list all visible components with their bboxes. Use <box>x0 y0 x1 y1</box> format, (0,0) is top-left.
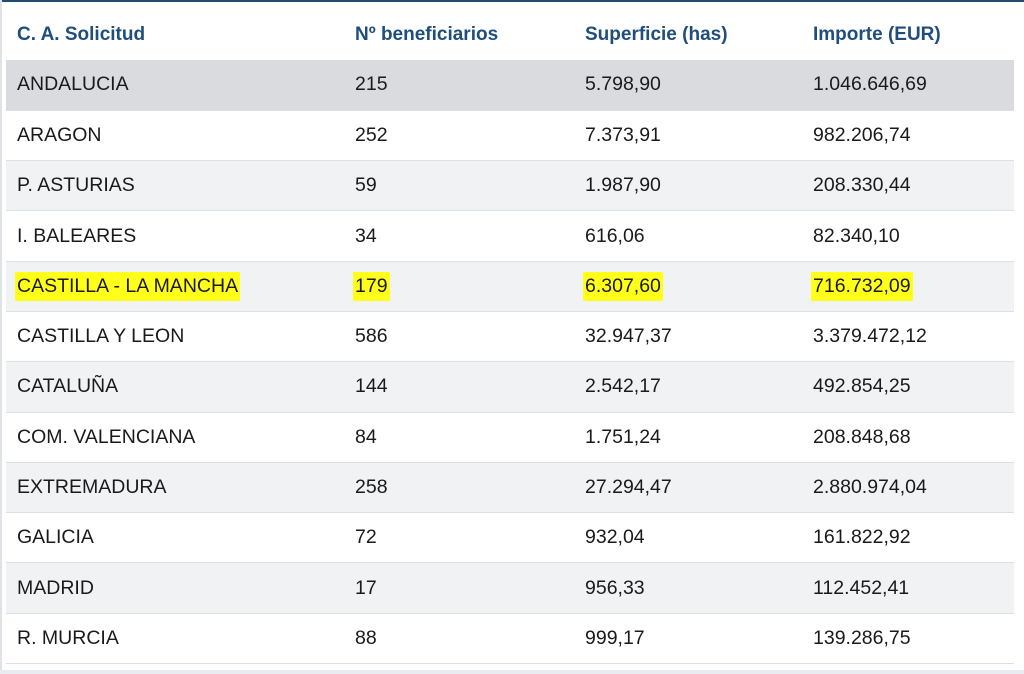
cell-area: 956,33 <box>574 562 802 614</box>
cell-beneficiaries: 215 <box>344 60 574 111</box>
highlighted-value: 6.307,60 <box>583 271 663 301</box>
table-row: ARAGON 252 7.373,91 982.206,74 <box>6 110 1014 162</box>
cell-region: CASTILLA Y LEON <box>6 311 344 363</box>
cell-area: 932,04 <box>574 512 802 564</box>
column-header-amount: Importe (EUR) <box>813 24 941 45</box>
cell-region: ARAGON <box>6 110 344 162</box>
cell-region: I. BALEARES <box>6 210 344 262</box>
table-row: EXTREMADURA 258 27.294,47 2.880.974,04 <box>6 462 1014 514</box>
cell-amount: 208.848,68 <box>802 412 1014 463</box>
table-row: CATALUÑA 144 2.542,17 492.854,25 <box>6 361 1014 413</box>
table-header: C. A. Solicitud Nº beneficiarios Superfi… <box>6 10 1014 60</box>
left-border <box>0 0 2 674</box>
cell-area: 2.542,17 <box>574 361 802 413</box>
cell-region: EXTREMADURA <box>6 462 344 514</box>
cell-region: COM. VALENCIANA <box>6 412 344 463</box>
cell-area: 1.751,24 <box>574 412 802 463</box>
table-row: ANDALUCIA 215 5.798,90 1.046.646,69 <box>6 60 1014 111</box>
table-row: P. ASTURIAS 59 1.987,90 208.330,44 <box>6 160 1014 212</box>
cell-area: 7.373,91 <box>574 110 802 162</box>
table-row: R. MURCIA 88 999,17 139.286,75 <box>6 613 1014 665</box>
table-row: COM. VALENCIANA 84 1.751,24 208.848,68 <box>6 412 1014 463</box>
beneficiaries-table: C. A. Solicitud Nº beneficiarios Superfi… <box>6 10 1014 665</box>
column-header-area: Superficie (has) <box>585 24 728 45</box>
highlighted-value: 179 <box>353 271 390 301</box>
table-row: I. BALEARES 34 616,06 82.340,10 <box>6 210 1014 262</box>
bottom-border <box>0 670 1024 674</box>
cell-region: GALICIA <box>6 512 344 564</box>
table-row: GALICIA 72 932,04 161.822,92 <box>6 512 1014 564</box>
cell-amount: 982.206,74 <box>802 110 1014 162</box>
cell-beneficiaries: 59 <box>344 160 574 212</box>
cell-area: 6.307,60 <box>574 261 802 312</box>
table-row: MADRID 17 956,33 112.452,41 <box>6 562 1014 614</box>
cell-region: MADRID <box>6 562 344 614</box>
table-row: CASTILLA - LA MANCHA 179 6.307,60 716.732,0… <box>6 261 1014 312</box>
cell-amount: 3.379.472,12 <box>802 311 1014 363</box>
top-border <box>0 0 1024 2</box>
cell-beneficiaries: 252 <box>344 110 574 162</box>
cell-amount: 1.046.646,69 <box>802 60 1014 111</box>
cell-amount: 112.452,41 <box>802 562 1014 614</box>
cell-area: 1.987,90 <box>574 160 802 212</box>
cell-region: CASTILLA - LA MANCHA <box>6 261 344 312</box>
cell-beneficiaries: 586 <box>344 311 574 363</box>
table-row: CASTILLA Y LEON 586 32.947,37 3.379.472,12 <box>6 311 1014 363</box>
cell-amount: 492.854,25 <box>802 361 1014 413</box>
cell-area: 616,06 <box>574 210 802 262</box>
highlighted-value: CASTILLA - LA MANCHA <box>15 271 241 301</box>
cell-region: CATALUÑA <box>6 361 344 413</box>
cell-beneficiaries: 17 <box>344 562 574 614</box>
cell-beneficiaries: 258 <box>344 462 574 514</box>
cell-amount: 139.286,75 <box>802 613 1014 665</box>
column-header-region: C. A. Solicitud <box>17 24 146 45</box>
cell-region: R. MURCIA <box>6 613 344 665</box>
cell-amount: 161.822,92 <box>802 512 1014 564</box>
table-body: ANDALUCIA 215 5.798,90 1.046.646,69 ARAGON 25… <box>6 60 1014 665</box>
cell-amount: 82.340,10 <box>802 210 1014 262</box>
cell-beneficiaries: 72 <box>344 512 574 564</box>
cell-amount: 208.330,44 <box>802 160 1014 212</box>
highlighted-value: 716.732,09 <box>811 271 913 301</box>
cell-beneficiaries: 144 <box>344 361 574 413</box>
cell-region: P. ASTURIAS <box>6 160 344 212</box>
cell-beneficiaries: 34 <box>344 210 574 262</box>
cell-area: 32.947,37 <box>574 311 802 363</box>
cell-beneficiaries: 84 <box>344 412 574 463</box>
header-row: C. A. Solicitud Nº beneficiarios Superfi… <box>6 10 1014 60</box>
cell-amount: 2.880.974,04 <box>802 462 1014 514</box>
cell-beneficiaries: 88 <box>344 613 574 665</box>
cell-area: 27.294,47 <box>574 462 802 514</box>
column-header-beneficiaries: Nº beneficiarios <box>355 24 499 45</box>
cell-amount: 716.732,09 <box>802 261 1014 312</box>
cell-region: ANDALUCIA <box>6 60 344 111</box>
cell-area: 5.798,90 <box>574 60 802 111</box>
cell-area: 999,17 <box>574 613 802 665</box>
cell-beneficiaries: 179 <box>344 261 574 312</box>
